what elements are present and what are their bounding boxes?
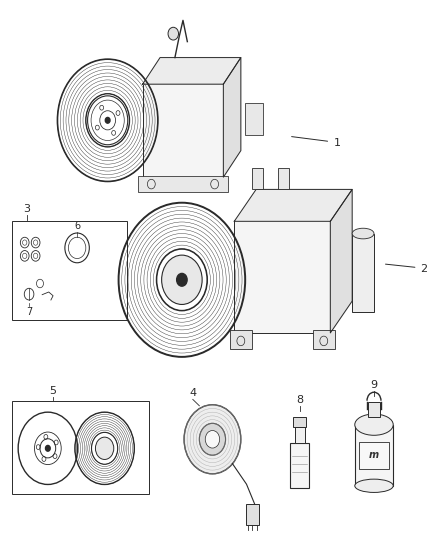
- Text: 3: 3: [23, 204, 30, 214]
- Bar: [360, 442, 389, 469]
- Polygon shape: [330, 189, 352, 333]
- Ellipse shape: [352, 228, 374, 239]
- Text: 9: 9: [371, 380, 378, 390]
- Bar: [12, 221, 127, 320]
- Text: 6: 6: [74, 221, 80, 231]
- Bar: [246, 504, 259, 525]
- Bar: [278, 168, 289, 189]
- Text: 7: 7: [26, 308, 32, 318]
- Circle shape: [105, 117, 110, 123]
- Circle shape: [46, 446, 50, 451]
- Polygon shape: [234, 189, 352, 221]
- Text: m: m: [369, 450, 379, 460]
- Text: 5: 5: [49, 386, 57, 396]
- Text: 8: 8: [296, 395, 304, 405]
- Bar: [245, 103, 263, 135]
- Bar: [138, 176, 228, 192]
- Circle shape: [162, 255, 202, 304]
- Bar: [143, 84, 223, 177]
- Bar: [368, 402, 380, 417]
- Circle shape: [177, 273, 187, 286]
- Circle shape: [205, 431, 219, 448]
- Bar: [293, 417, 306, 427]
- Text: 2: 2: [420, 264, 427, 273]
- Bar: [313, 330, 335, 349]
- Ellipse shape: [355, 479, 393, 492]
- Text: 4: 4: [189, 389, 196, 398]
- Bar: [12, 401, 149, 494]
- Circle shape: [199, 423, 226, 455]
- Bar: [355, 425, 393, 486]
- Polygon shape: [143, 58, 241, 84]
- Circle shape: [184, 405, 241, 474]
- Bar: [234, 221, 330, 333]
- Circle shape: [168, 27, 179, 40]
- Bar: [294, 427, 305, 443]
- Ellipse shape: [355, 414, 393, 435]
- Bar: [252, 168, 263, 189]
- Bar: [230, 330, 252, 349]
- Bar: [352, 233, 374, 312]
- Circle shape: [95, 437, 114, 459]
- Bar: [290, 443, 309, 488]
- Polygon shape: [223, 58, 241, 177]
- Text: 1: 1: [333, 138, 340, 148]
